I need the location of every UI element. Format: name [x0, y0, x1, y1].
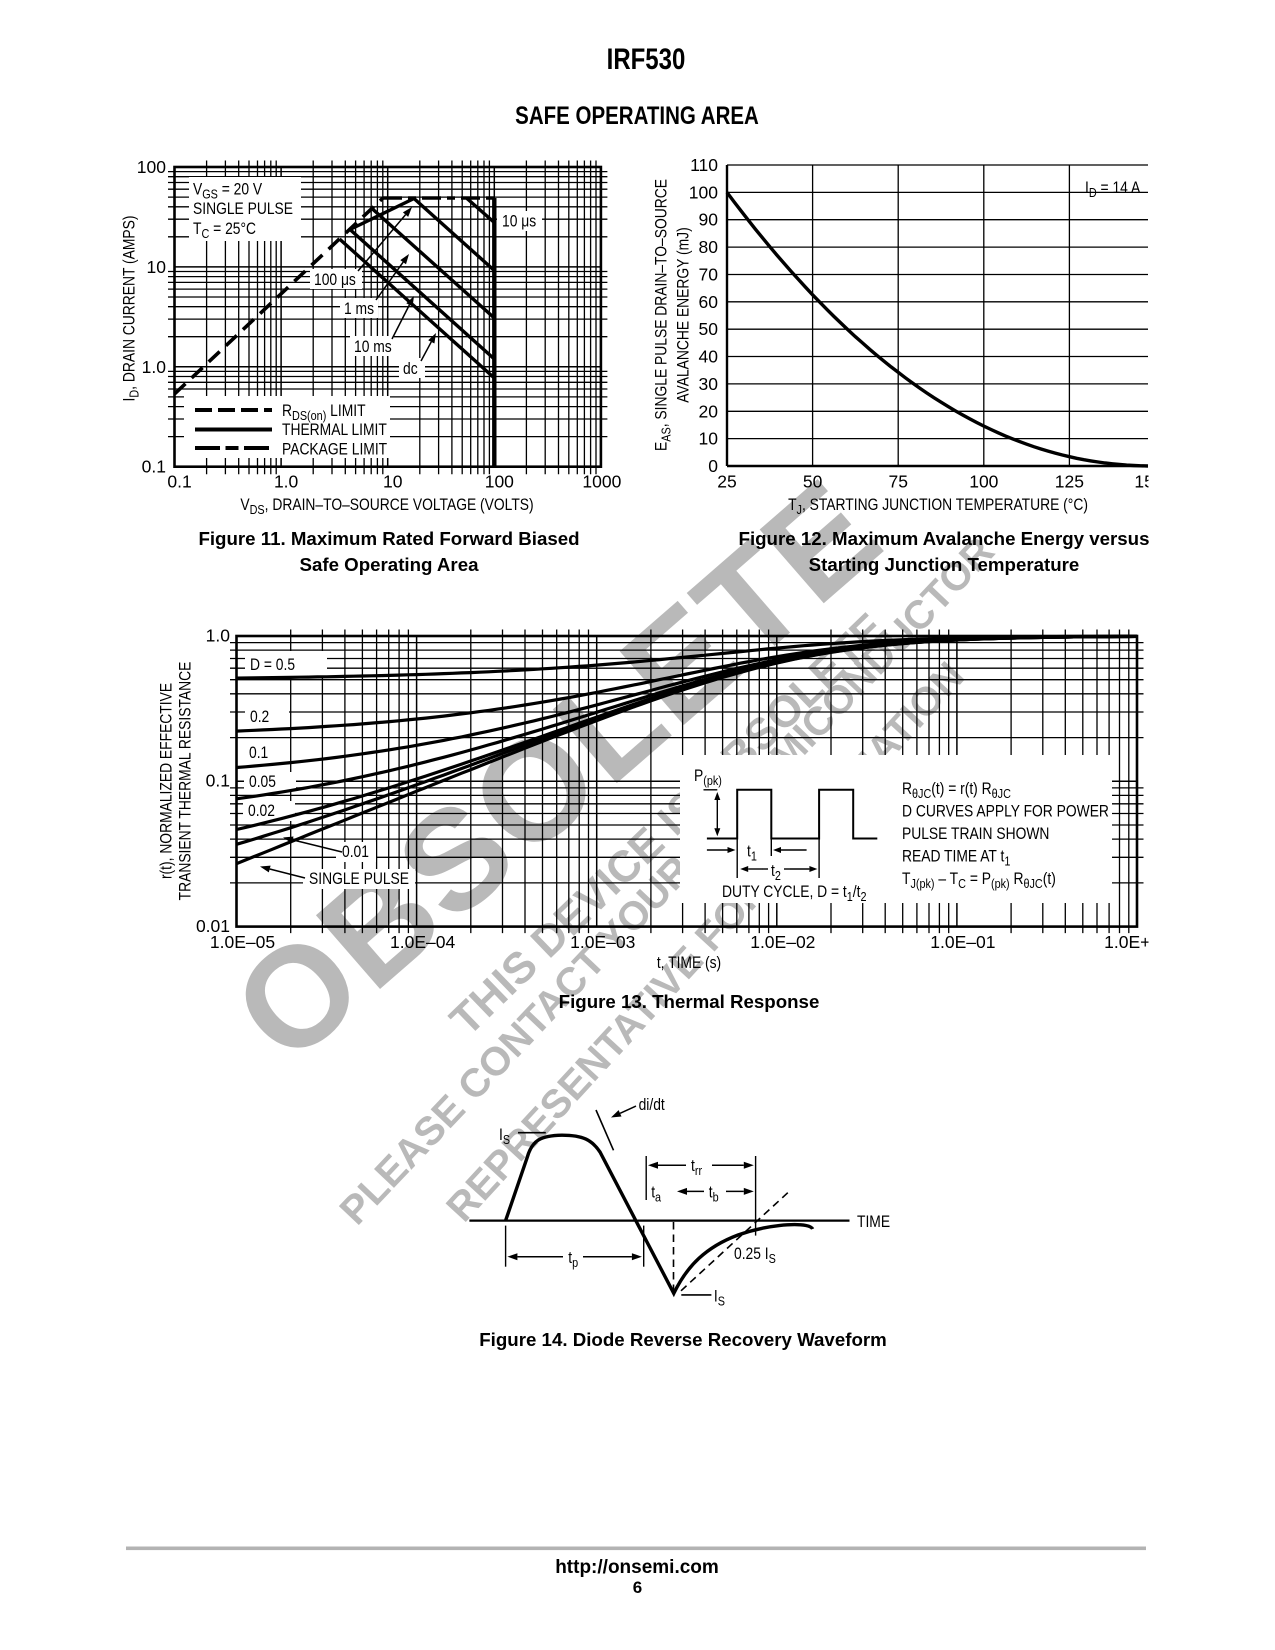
svg-text:1 ms: 1 ms [344, 300, 374, 318]
svg-text:IS​: IS​ [714, 1287, 725, 1309]
svg-text:20: 20 [699, 401, 719, 421]
svg-text:0.1: 0.1 [206, 771, 230, 791]
svg-text:0.05: 0.05 [249, 773, 276, 791]
svg-text:75: 75 [888, 472, 907, 492]
svg-text:90: 90 [699, 210, 719, 230]
svg-text:PULSE TRAIN SHOWN: PULSE TRAIN SHOWN [902, 825, 1049, 843]
svg-text:tp​: tp​ [568, 1249, 578, 1271]
svg-text:70: 70 [699, 265, 719, 285]
svg-text:1.0E–03: 1.0E–03 [570, 932, 635, 952]
svg-text:1.0E–01: 1.0E–01 [930, 932, 995, 952]
svg-text:READ TIME AT t1​: READ TIME AT t1​ [902, 847, 1011, 869]
svg-text:30: 30 [699, 374, 719, 394]
svg-text:RDS(on)​ LIMIT: RDS(on)​ LIMIT [282, 402, 366, 424]
svg-text:ta​: ta​ [651, 1183, 661, 1205]
svg-text:SINGLE PULSE: SINGLE PULSE [193, 200, 293, 218]
svg-text:AVALANCHE ENERGY (mJ): AVALANCHE ENERGY (mJ) [674, 227, 692, 402]
svg-text:EAS​, SINGLE PULSE DRAIN–TO–SO: EAS​, SINGLE PULSE DRAIN–TO–SOURCE [652, 179, 674, 451]
svg-text:10: 10 [699, 429, 719, 449]
svg-text:IRF530: IRF530 [607, 41, 686, 75]
svg-text:t, TIME (s): t, TIME (s) [657, 954, 721, 972]
svg-text:1.0: 1.0 [274, 472, 299, 492]
svg-text:VDS​, DRAIN–TO–SOURCE VOLTAGE: VDS​, DRAIN–TO–SOURCE VOLTAGE (VOLTS) [240, 496, 533, 518]
svg-text:0.01: 0.01 [342, 843, 369, 861]
svg-text:0.01: 0.01 [196, 916, 230, 936]
svg-text:1.0E–02: 1.0E–02 [750, 932, 815, 952]
svg-text:trr​: trr​ [691, 1157, 702, 1179]
svg-text:1000: 1000 [582, 472, 621, 492]
svg-text:50: 50 [803, 472, 823, 492]
svg-text:ID​ = 14 A: ID​ = 14 A [1085, 179, 1141, 201]
svg-text:10: 10 [147, 257, 167, 277]
svg-text:SAFE OPERATING AREA: SAFE OPERATING AREA [515, 101, 759, 129]
svg-text:TRANSIENT THERMAL RESISTANCE: TRANSIENT THERMAL RESISTANCE [176, 662, 194, 901]
svg-text:t1​: t1​ [747, 842, 757, 864]
svg-text:1.0: 1.0 [206, 626, 231, 646]
svg-text:10 μs: 10 μs [502, 212, 536, 230]
svg-text:1.0E–05: 1.0E–05 [210, 932, 275, 952]
svg-text:TJ​, STARTING JUNCTION TEMPERA: TJ​, STARTING JUNCTION TEMPERATURE (°C) [788, 496, 1088, 518]
svg-text:100: 100 [137, 157, 166, 177]
svg-text:0.1: 0.1 [167, 472, 191, 492]
svg-text:0: 0 [708, 456, 718, 476]
svg-text:t2​: t2​ [771, 862, 781, 884]
svg-text:50: 50 [699, 319, 719, 339]
svg-text:100: 100 [485, 472, 514, 492]
svg-text:125: 125 [1055, 472, 1084, 492]
svg-text:0.2: 0.2 [250, 708, 269, 726]
svg-text:80: 80 [699, 237, 719, 257]
svg-text:6: 6 [633, 1578, 642, 1597]
svg-text:tb​: tb​ [709, 1183, 719, 1205]
svg-text:100: 100 [969, 472, 998, 492]
svg-text:40: 40 [699, 347, 719, 367]
svg-text:1.0E–04: 1.0E–04 [390, 932, 455, 952]
svg-text:Safe Operating Area: Safe Operating Area [300, 554, 480, 575]
svg-text:http://onsemi.com: http://onsemi.com [555, 1557, 719, 1578]
svg-text:di/dt: di/dt [639, 1096, 666, 1114]
svg-text:0.1: 0.1 [142, 457, 166, 477]
svg-text:Figure 13. Thermal Response: Figure 13. Thermal Response [559, 991, 820, 1012]
svg-text:IS​: IS​ [499, 1126, 510, 1148]
svg-text:D CURVES APPLY FOR POWER: D CURVES APPLY FOR POWER [902, 802, 1109, 820]
svg-text:Figure 11. Maximum Rated Forwa: Figure 11. Maximum Rated Forward Biased [198, 528, 579, 549]
svg-text:TIME: TIME [857, 1213, 890, 1231]
svg-text:Figure 14. Diode Reverse Recov: Figure 14. Diode Reverse Recovery Wavefo… [479, 1329, 886, 1350]
svg-text:0.1: 0.1 [249, 744, 268, 762]
svg-text:TJ(pk)​ – TC​ = P(pk)​ RθJC​(t: TJ(pk)​ – TC​ = P(pk)​ RθJC​(t) [902, 870, 1056, 892]
svg-text:D = 0.5: D = 0.5 [250, 656, 295, 674]
svg-text:RθJC​(t) = r(t) RθJC​: RθJC​(t) = r(t) RθJC​ [902, 780, 1011, 802]
svg-text:P(pk)​: P(pk)​ [694, 767, 722, 789]
svg-text:PACKAGE LIMIT: PACKAGE LIMIT [282, 440, 387, 458]
svg-text:ID​, DRAIN CURRENT (AMPS): ID​, DRAIN CURRENT (AMPS) [120, 215, 142, 401]
svg-text:Figure 12. Maximum Avalanche E: Figure 12. Maximum Avalanche Energy vers… [739, 528, 1150, 549]
svg-text:110: 110 [690, 155, 718, 175]
svg-text:100 μs: 100 μs [314, 271, 356, 289]
svg-text:TC​ = 25°C: TC​ = 25°C [193, 220, 256, 242]
svg-text:dc: dc [403, 360, 418, 378]
svg-text:25: 25 [717, 472, 736, 492]
svg-text:0.02: 0.02 [248, 802, 275, 820]
svg-text:0.25 IS​: 0.25 IS​ [734, 1245, 776, 1267]
svg-text:DUTY CYCLE, D = t1​/t2​: DUTY CYCLE, D = t1​/t2​ [722, 883, 867, 905]
svg-text:r(t), NORMALIZED EFFECTIVE: r(t), NORMALIZED EFFECTIVE [157, 683, 175, 879]
svg-text:100: 100 [689, 182, 718, 202]
svg-text:VGS​ = 20 V: VGS​ = 20 V [193, 180, 263, 202]
svg-text:THERMAL LIMIT: THERMAL LIMIT [282, 421, 387, 439]
svg-text:10 ms: 10 ms [354, 338, 392, 356]
svg-text:10: 10 [383, 472, 403, 492]
svg-text:60: 60 [699, 292, 719, 312]
svg-text:SINGLE PULSE: SINGLE PULSE [309, 870, 409, 888]
svg-text:1.0: 1.0 [142, 357, 167, 377]
svg-text:Starting Junction Temperature: Starting Junction Temperature [809, 554, 1080, 575]
